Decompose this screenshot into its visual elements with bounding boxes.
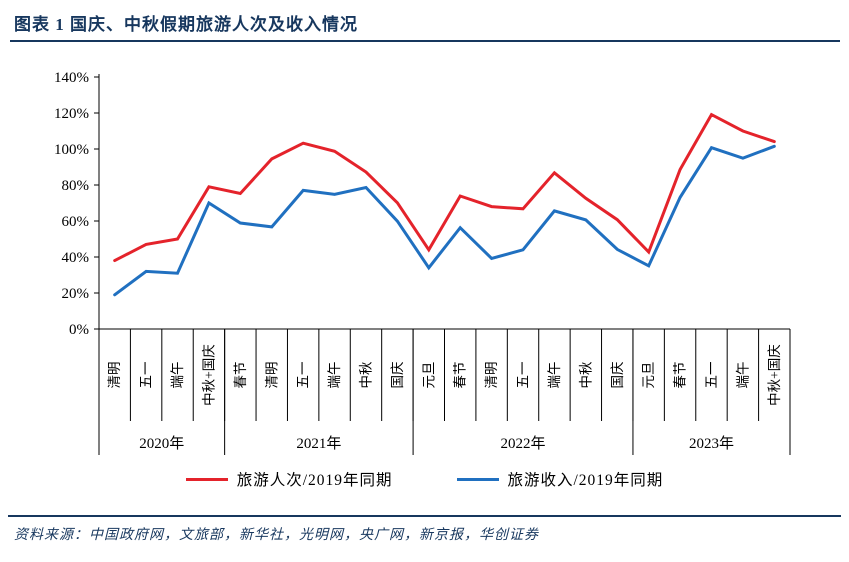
series-line-1 — [113, 144, 776, 297]
x-axis-label: 中秋 — [358, 361, 373, 388]
x-axis-label: 春节 — [453, 362, 468, 389]
y-axis-label: 0% — [69, 322, 89, 338]
y-axis-label: 40% — [62, 250, 90, 266]
x-axis-label: 国庆 — [610, 362, 625, 389]
x-axis-label: 端午 — [547, 362, 562, 389]
x-axis-label: 中秋+国庆 — [201, 344, 216, 406]
x-axis-label: 清明 — [484, 362, 499, 389]
x-axis-label: 清明 — [107, 362, 122, 389]
x-axis-label: 五一 — [139, 362, 154, 389]
x-axis-label: 端午 — [170, 362, 185, 389]
x-axis-label: 端午 — [735, 362, 750, 389]
x-axis-label: 春节 — [673, 362, 688, 389]
x-axis-label: 中秋 — [578, 361, 593, 388]
y-axis-label: 80% — [62, 178, 90, 194]
x-axis-label: 中秋+国庆 — [767, 344, 782, 406]
x-axis-label: 五一 — [704, 362, 719, 389]
year-label: 2022年 — [501, 435, 546, 452]
blue-line-swatch — [456, 477, 499, 481]
y-axis-label: 120% — [54, 106, 89, 122]
x-axis-label: 五一 — [516, 362, 531, 389]
y-axis-label: 60% — [62, 214, 90, 230]
x-axis-label: 清明 — [264, 362, 279, 389]
footer-divider — [8, 515, 841, 517]
y-axis-label: 100% — [54, 142, 89, 158]
chart-legend: 旅游人次/2019年同期 旅游收入/2019年同期 — [0, 468, 849, 490]
chart-title: 图表 1 国庆、中秋假期旅游人次及收入情况 — [14, 15, 358, 34]
x-axis-label: 春节 — [233, 362, 248, 389]
legend-item-revenue: 旅游收入/2019年同期 — [456, 468, 664, 490]
x-axis-label: 国庆 — [390, 362, 405, 389]
year-label: 2020年 — [139, 435, 184, 452]
y-axis-label: 140% — [54, 70, 89, 86]
x-axis-label: 端午 — [327, 362, 342, 389]
series-line-0 — [113, 112, 776, 263]
y-axis-label: 20% — [62, 286, 90, 302]
legend-item-trips: 旅游人次/2019年同期 — [185, 468, 393, 490]
x-axis-label: 元旦 — [421, 362, 436, 389]
legend-label-trips: 旅游人次/2019年同期 — [236, 472, 393, 489]
x-axis-label: 五一 — [296, 362, 311, 389]
red-line-swatch — [185, 477, 228, 481]
year-label: 2023年 — [689, 435, 734, 452]
year-label: 2021年 — [296, 435, 341, 452]
title-divider — [10, 40, 840, 42]
legend-label-revenue: 旅游收入/2019年同期 — [507, 472, 664, 489]
x-axis-label: 元旦 — [641, 362, 656, 389]
source-attribution: 资料来源：中国政府网，文旅部，新华社，光明网，央广网，新京报，华创证券 — [14, 528, 539, 543]
